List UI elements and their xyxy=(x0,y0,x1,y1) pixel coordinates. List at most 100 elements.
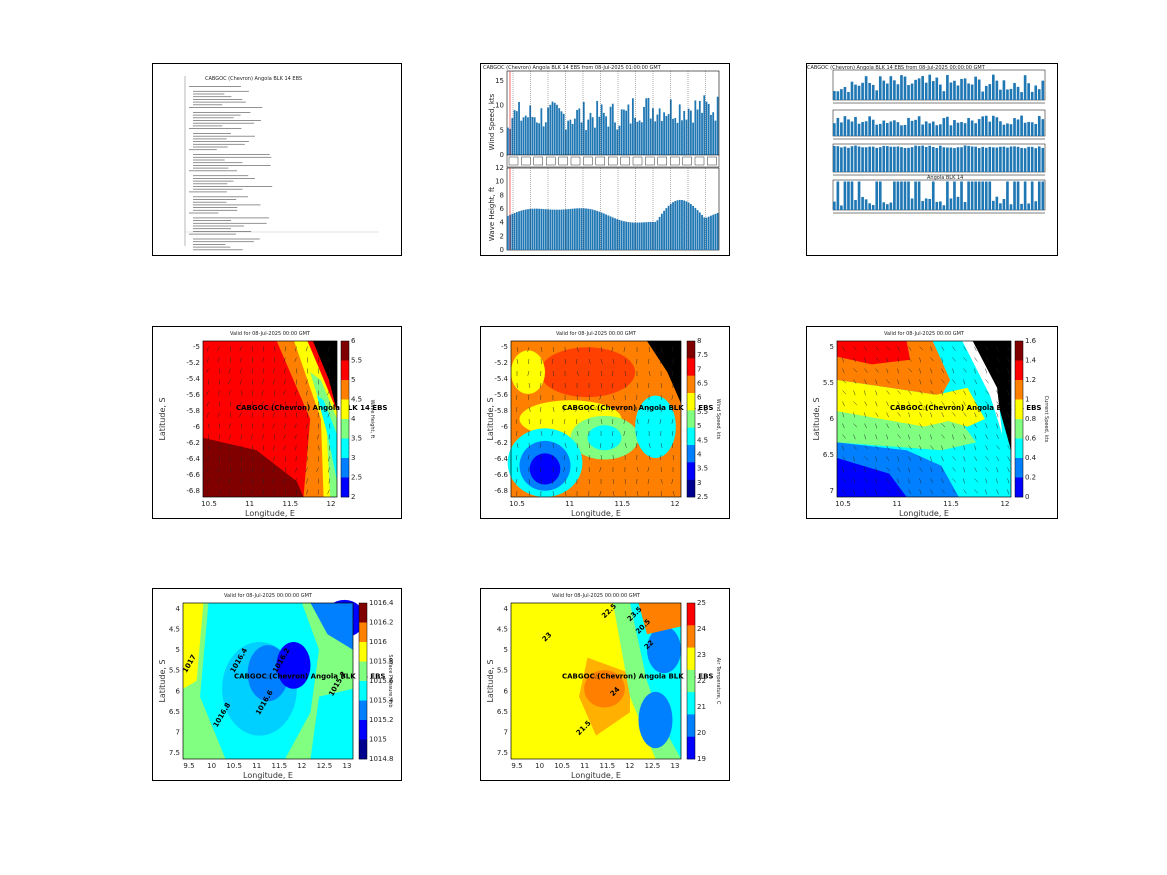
subplot-bar xyxy=(967,145,970,172)
colorbar-swatch xyxy=(687,427,695,446)
vector-arrow xyxy=(996,467,999,473)
subplot-bar xyxy=(939,84,942,100)
vector-arrow xyxy=(897,489,901,494)
vector-arrow xyxy=(576,454,578,460)
text-line xyxy=(193,241,254,243)
colorbar-tick: 25 xyxy=(697,599,706,607)
subplot-bar xyxy=(949,125,953,136)
wind-bar xyxy=(663,112,665,155)
vector-arrow xyxy=(285,467,287,473)
wave-bar xyxy=(694,207,697,250)
y-tick: 5.5 xyxy=(823,379,834,387)
wind-bar xyxy=(527,117,529,155)
text-line xyxy=(193,122,255,124)
subplot-bar xyxy=(928,145,932,172)
vector-arrow xyxy=(217,412,220,418)
wave-bar xyxy=(587,208,590,250)
vector-arrow xyxy=(963,401,966,407)
forecast-text-svg: CABGOC (Chevron) Angola BLK 14 EBS xyxy=(184,76,379,251)
vector-arrow xyxy=(1007,445,1011,450)
subplot-bar xyxy=(977,148,981,172)
vector-arrow xyxy=(853,368,858,373)
subplot-bar xyxy=(878,147,882,172)
vector-arrow xyxy=(318,445,320,451)
subplot-bar xyxy=(995,117,999,136)
vector-arrow xyxy=(599,394,602,400)
y-tick: -6.6 xyxy=(494,471,508,479)
field-blob xyxy=(511,350,545,395)
subplot-bar xyxy=(977,119,981,136)
vector-arrow xyxy=(228,423,231,429)
wind-bar xyxy=(643,106,645,155)
vector-arrow xyxy=(842,467,844,473)
wind-bar xyxy=(676,122,679,155)
vector-arrow xyxy=(930,412,933,418)
subplot-bar xyxy=(871,146,875,172)
wave-bar xyxy=(591,209,594,250)
vector-arrow xyxy=(600,382,602,388)
vector-arrow xyxy=(588,394,590,400)
subplot-bar xyxy=(984,147,988,172)
vector-arrow xyxy=(294,357,297,363)
wave-bar xyxy=(687,202,690,250)
vector-arrow xyxy=(1007,346,1011,352)
subplot-bar xyxy=(836,91,840,100)
vector-arrow xyxy=(648,382,650,388)
vector-arrow xyxy=(551,430,554,436)
field-blob xyxy=(635,395,676,458)
text-line xyxy=(193,96,232,98)
colorbar-tick: 19 xyxy=(697,755,706,763)
subplot-bar xyxy=(931,121,935,136)
vector-arrow xyxy=(206,390,209,396)
subplot-bar xyxy=(1023,75,1027,100)
vector-arrow xyxy=(600,358,603,364)
y-tick: 5 xyxy=(830,343,834,351)
vector-arrow xyxy=(941,434,945,439)
wind-bar xyxy=(524,115,527,155)
multi-timeseries-rows: Angola BLK 14 xyxy=(832,69,1046,214)
wave-bar xyxy=(689,204,692,250)
wind-bar xyxy=(522,117,525,155)
subplot-bar xyxy=(833,123,836,136)
subplot-bar xyxy=(875,90,879,100)
vector-arrow xyxy=(864,401,868,406)
wind-bar xyxy=(710,114,712,155)
vector-arrow xyxy=(864,379,867,385)
vector-arrow xyxy=(329,423,331,429)
vector-arrow xyxy=(974,401,978,406)
text-line xyxy=(193,183,228,185)
text-line xyxy=(193,141,249,142)
wind-bar xyxy=(533,117,536,155)
vector-arrow xyxy=(930,423,934,428)
vector-arrow xyxy=(974,456,978,462)
subplot-bar xyxy=(857,146,861,172)
vector-arrow xyxy=(612,358,615,364)
subplot-bar xyxy=(942,205,946,210)
vector-arrow xyxy=(930,346,933,352)
wave-bar xyxy=(540,208,543,250)
subplot-bar xyxy=(896,146,900,172)
wind-bar xyxy=(616,129,619,155)
subplot-bar xyxy=(840,122,843,136)
subplot-bar xyxy=(917,146,921,172)
wind-bar xyxy=(681,120,683,155)
subplot-bar xyxy=(882,120,886,136)
wind-bar xyxy=(578,108,581,155)
vector-arrow xyxy=(886,478,890,483)
subplot-bar xyxy=(1006,181,1009,210)
vector-arrow xyxy=(623,346,626,352)
vector-arrow xyxy=(241,390,243,396)
wind-bar xyxy=(609,106,612,155)
vector-arrow xyxy=(886,489,891,494)
subplot-bar xyxy=(864,121,868,136)
y-tick: 6 xyxy=(830,415,835,423)
vector-arrow xyxy=(328,467,330,473)
vector-arrow xyxy=(229,456,231,462)
wind-direction-box xyxy=(620,156,630,166)
subplot-bar xyxy=(1034,201,1038,210)
vector-arrow xyxy=(996,423,998,429)
subplot-bar xyxy=(953,80,956,100)
vector-arrow xyxy=(600,418,603,424)
subplot-bar xyxy=(1002,198,1006,210)
subplot-bar xyxy=(1041,147,1045,172)
